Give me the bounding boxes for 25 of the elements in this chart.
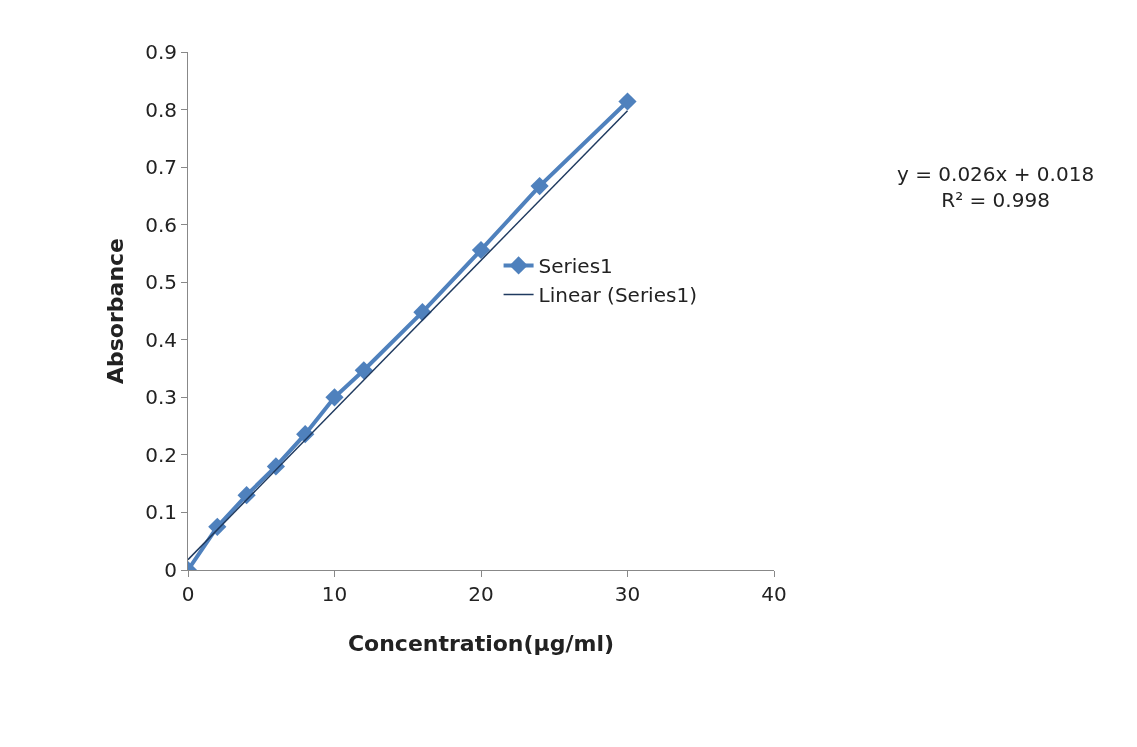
point [325, 388, 344, 407]
y-tick-label: 0.4 [145, 327, 177, 352]
point [354, 361, 373, 380]
y-tick-label: 0.7 [145, 155, 177, 180]
y-tick-label: 0.8 [145, 97, 177, 122]
legend-label: Linear (Series1) [538, 283, 697, 308]
point [471, 240, 491, 260]
y-tick-label: 0.6 [145, 212, 177, 237]
y-tick-label: 0.3 [145, 385, 177, 410]
x-tick-label: 0 [181, 582, 195, 606]
x-tick-label: 30 [614, 582, 641, 606]
y-tick-label: 0.9 [145, 40, 177, 64]
legend-label: Series1 [538, 254, 613, 279]
point [618, 92, 637, 111]
y-tick-label: 0.1 [145, 500, 177, 525]
y-tick-label: 0.5 [145, 270, 177, 295]
y-axis-title: Absorbance [102, 237, 128, 385]
x-tick-label: 20 [468, 582, 494, 606]
text: y = 0.026x + 0.018 R² = 0.998 [897, 162, 1095, 212]
x-tick-label: 10 [321, 582, 348, 606]
y-tick-label: 0.2 [145, 442, 177, 467]
x-axis-title: Concentration(µg/ml) [347, 630, 615, 656]
y-tick-label: 0 [164, 558, 177, 582]
point [530, 177, 549, 196]
x-tick-label: 40 [761, 582, 787, 606]
